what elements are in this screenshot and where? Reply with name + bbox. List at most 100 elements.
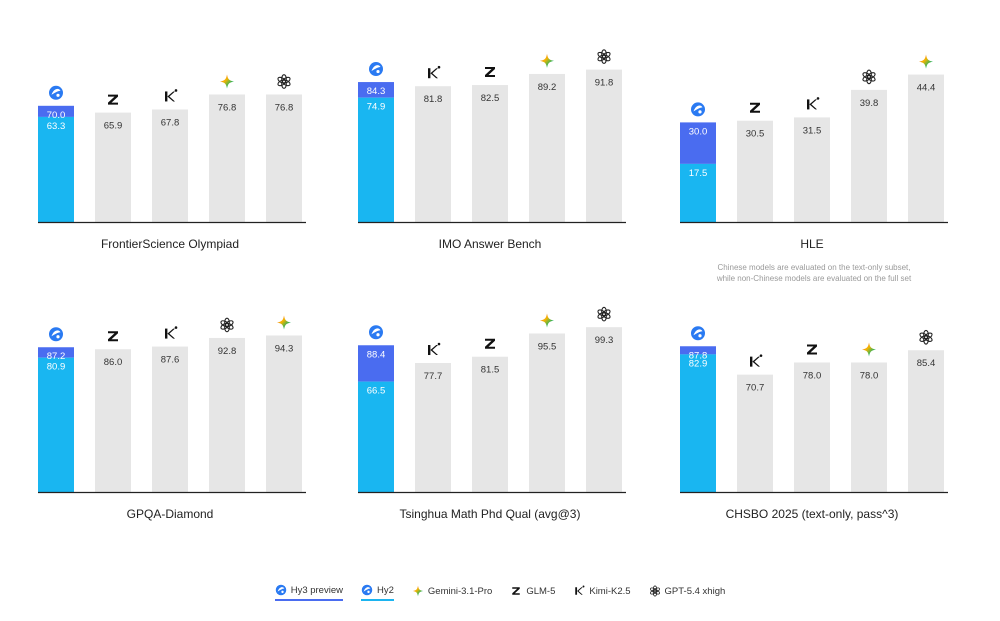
chart-title: HLE [800, 237, 823, 251]
gemini-sparkle-icon [220, 74, 234, 89]
bar-glm [794, 362, 830, 492]
bar-gemini [209, 94, 245, 222]
value-label-gemini: 44.4 [917, 83, 936, 94]
bar-gemini [529, 333, 565, 492]
bar-gemini [266, 335, 302, 492]
bar-gpt [851, 89, 887, 222]
value-label-hy2: 74.9 [367, 102, 386, 113]
kimi-k-icon [165, 326, 178, 339]
bar-glm [95, 349, 131, 492]
bar-gemini [908, 74, 944, 222]
bar-gpt [908, 350, 944, 492]
bar-kimi [415, 86, 451, 222]
hy-logo-icon [369, 325, 383, 340]
value-label-gpt: 39.8 [860, 98, 879, 109]
glm-z-icon [485, 67, 495, 78]
legend-label: Hy3 preview [290, 584, 343, 596]
bar-glm [737, 120, 773, 222]
legend: Hy3 preview Hy2 Gemini-3.1-Pro GLM-5 Kimi-K2… [0, 584, 1000, 601]
gemini-sparkle-icon [919, 54, 933, 69]
legend-item-hy3: Hy3 preview [274, 584, 343, 601]
chart-note: Chinese models are evaluated on the text… [717, 263, 910, 272]
gemini-sparkle-icon [540, 53, 554, 68]
glm-z-icon [807, 344, 817, 355]
gemini-sparkle-icon [277, 315, 291, 330]
value-label-glm: 30.5 [746, 129, 765, 140]
value-label-hy2: 66.5 [367, 386, 386, 397]
kimi-k-icon [165, 89, 178, 102]
openai-knot-icon [649, 585, 661, 597]
value-label-hy3: 70.0 [47, 110, 66, 121]
value-label-gemini: 89.2 [538, 82, 557, 93]
openai-knot-icon [277, 74, 291, 89]
glm-z-icon [108, 94, 118, 105]
gemini-sparkle-icon [540, 313, 554, 328]
kimi-k-icon [428, 65, 441, 79]
kimi-k-icon [807, 97, 820, 110]
value-label-hy3: 30.0 [689, 126, 708, 137]
chart-panel: 70.063.3 65.9 67.8 76.8 76.8 FrontierScience … [38, 74, 306, 251]
value-label-gemini: 95.5 [538, 341, 557, 352]
kimi-k-icon [428, 342, 441, 356]
value-label-hy3: 87.2 [47, 351, 66, 362]
bar-kimi [737, 374, 773, 492]
value-label-kimi: 70.7 [746, 383, 765, 394]
openai-knot-icon [919, 329, 933, 345]
value-label-glm: 81.5 [481, 365, 500, 376]
value-label-kimi: 67.8 [161, 117, 180, 128]
openai-knot-icon [597, 49, 611, 64]
legend-item-gpt: GPT-5.4 xhigh [649, 584, 725, 601]
bar-glm [472, 356, 508, 492]
bar-glm [95, 112, 131, 222]
kimi-k-icon [575, 585, 585, 595]
value-label-kimi: 31.5 [803, 125, 822, 136]
hy-logo-icon [361, 584, 373, 596]
bar-hy2 [38, 116, 74, 222]
chart-panel: 87.280.9 86.0 87.6 92.8 94.3 GPQA-Diamond [38, 315, 306, 521]
chart-title: IMO Answer Bench [439, 237, 542, 251]
bar-hy2 [358, 97, 394, 222]
bar-hy2 [358, 381, 394, 492]
glm-z-icon [510, 585, 522, 597]
bar-hy3 [358, 82, 394, 98]
bar-kimi [152, 109, 188, 222]
chart-note: while non-Chinese models are evaluated o… [716, 274, 912, 283]
legend-label: Kimi-K2.5 [589, 585, 631, 597]
hy-logo-icon [691, 326, 705, 341]
kimi-k-icon [573, 585, 585, 597]
chart-title: CHSBO 2025 (text-only, pass^3) [726, 507, 899, 521]
value-label-glm: 78.0 [803, 371, 822, 382]
value-label-gpt: 76.8 [275, 103, 294, 114]
value-label-hy2: 17.5 [689, 168, 708, 179]
glm-z-icon [512, 587, 521, 595]
bar-kimi [152, 346, 188, 492]
legend-label: Hy2 [376, 584, 394, 596]
value-label-hy2: 63.3 [47, 121, 66, 132]
legend-label: Gemini-3.1-Pro [427, 585, 493, 597]
chart-panel: 87.882.9 70.7 78.0 78.0 85.4 CHSBO 2025 (text… [680, 326, 948, 521]
chart-panel: 30.0 17.5 30.5 31.5 39.8 44.4 HLE Chinese model… [680, 54, 948, 283]
hy-logo-icon [49, 327, 63, 342]
bar-hy3 [680, 122, 716, 164]
bar-hy3 [680, 346, 716, 355]
bar-gpt [586, 69, 622, 222]
bar-gpt [266, 94, 302, 222]
bar-kimi [794, 117, 830, 222]
glm-z-icon [485, 338, 495, 349]
bar-glm [472, 85, 508, 222]
bar-hy3 [38, 347, 74, 358]
bar-hy2 [680, 354, 716, 492]
value-label-hy3: 88.4 [367, 349, 386, 360]
value-label-glm: 86.0 [104, 357, 123, 368]
glm-z-icon [750, 102, 760, 113]
gemini-sparkle-icon [412, 585, 424, 597]
value-label-hy3: 84.3 [367, 86, 386, 97]
value-label-kimi: 87.6 [161, 355, 180, 366]
bar-gpt [586, 327, 622, 492]
bar-hy3 [38, 105, 74, 117]
value-label-gemini: 94.3 [275, 343, 294, 354]
bar-kimi [415, 363, 451, 492]
chart-title: GPQA-Diamond [127, 507, 214, 521]
legend-label: GLM-5 [526, 585, 556, 597]
